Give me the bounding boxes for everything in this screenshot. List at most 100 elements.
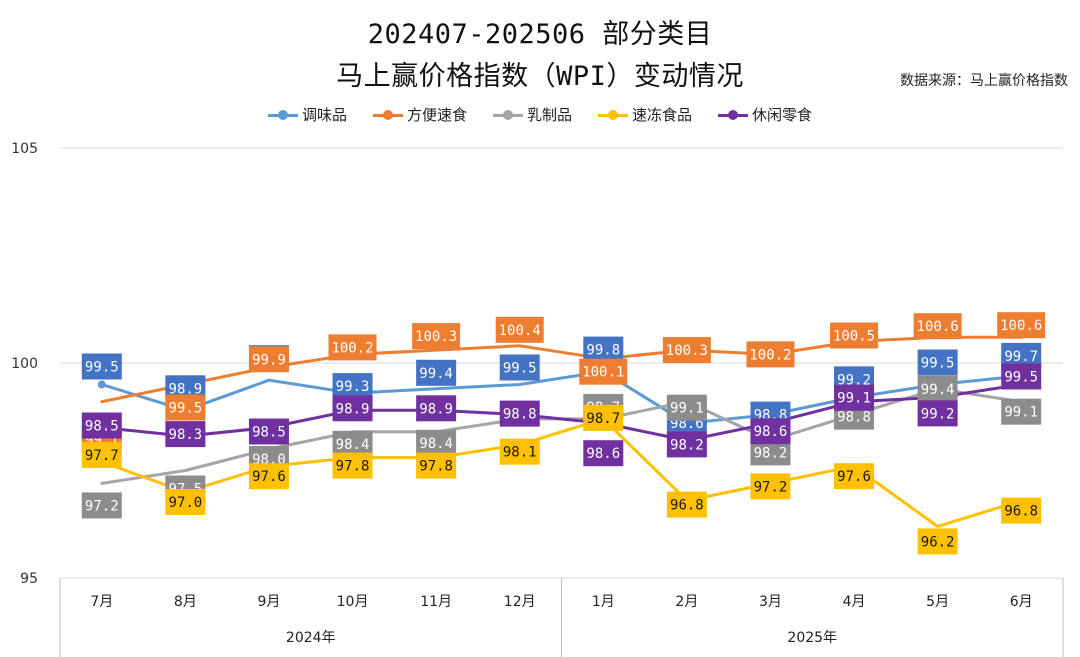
- x-tick-label: 9月: [257, 594, 280, 610]
- data-label: 97.8: [419, 459, 453, 475]
- x-tick-label: 5月: [926, 594, 949, 610]
- data-label: 99.4: [921, 382, 955, 398]
- legend-item: 调味品: [267, 104, 347, 125]
- data-label-box: [416, 429, 457, 456]
- x-tick-label: 8月: [174, 594, 197, 610]
- data-label-box: [248, 346, 289, 373]
- legend-swatch-icon: [718, 109, 749, 121]
- data-label-box: [416, 359, 457, 386]
- data-label: 98.4: [336, 437, 370, 453]
- data-label-box: [248, 418, 289, 445]
- data-label: 98.1: [503, 445, 537, 461]
- data-label-box: [666, 491, 707, 518]
- data-label: 98.2: [670, 437, 704, 453]
- data-label-box: [834, 384, 875, 411]
- legend-label: 休闲零食: [752, 106, 813, 124]
- data-label-box: [662, 337, 711, 364]
- y-tick-label: 100: [11, 356, 38, 372]
- data-label: 98.6: [754, 424, 788, 440]
- x-group-label: 2025年: [787, 630, 837, 646]
- x-tick-label: 3月: [759, 594, 782, 610]
- data-label: 98.5: [85, 419, 119, 435]
- x-tick-label: 7月: [90, 594, 113, 610]
- data-label: 97.0: [169, 495, 203, 511]
- data-label-box: [750, 418, 791, 445]
- data-label: 99.8: [586, 343, 620, 359]
- data-label: 96.2: [921, 534, 955, 550]
- data-label: 99.4: [419, 366, 453, 382]
- data-label-box: [917, 375, 958, 402]
- data-label-box: [332, 395, 373, 422]
- data-label: 98.3: [169, 427, 203, 443]
- data-label-box: [81, 412, 122, 439]
- data-label-box: [416, 395, 457, 422]
- data-label: 99.7: [1004, 349, 1038, 365]
- data-label-box: [165, 421, 206, 448]
- data-label: 97.6: [252, 469, 286, 485]
- legend-item: 乳制品: [492, 104, 572, 125]
- data-label-box: [750, 473, 791, 500]
- data-label-box: [332, 373, 373, 400]
- x-group-label: 2024年: [286, 630, 336, 646]
- x-tick-label: 2月: [675, 594, 698, 610]
- data-label-box: [666, 394, 707, 421]
- data-label: 99.5: [85, 360, 119, 376]
- legend-item: 速冻食品: [598, 104, 692, 125]
- data-label: 97.2: [85, 498, 119, 514]
- data-label: 99.9: [252, 352, 286, 368]
- series-1-marker: [97, 380, 106, 389]
- data-label: 100.2: [749, 347, 791, 363]
- data-label: 99.1: [670, 401, 704, 417]
- data-source-note: 数据来源：马上赢价格指数: [900, 73, 1068, 89]
- data-label: 99.5: [921, 356, 955, 372]
- data-label-box: [917, 349, 958, 376]
- data-label: 98.6: [586, 446, 620, 462]
- legend-swatch-icon: [492, 109, 523, 121]
- data-label: 100.4: [499, 323, 541, 339]
- legend-swatch-icon: [267, 109, 298, 121]
- data-label: 99.2: [921, 406, 955, 422]
- data-label: 97.6: [837, 469, 871, 485]
- data-label-box: [1001, 398, 1042, 425]
- data-label-box: [81, 441, 122, 468]
- data-label: 100.3: [666, 343, 708, 359]
- data-label: 97.2: [754, 479, 788, 495]
- data-label-box: [165, 394, 206, 421]
- data-label: 96.8: [1004, 504, 1038, 520]
- x-tick-label: 6月: [1010, 594, 1033, 610]
- data-label: 99.1: [837, 391, 871, 407]
- data-label-box: [499, 354, 540, 381]
- data-label-box: [81, 353, 122, 380]
- data-label-box: [81, 492, 122, 519]
- data-label: 99.1: [1004, 405, 1038, 421]
- data-label-box: [248, 463, 289, 490]
- data-label: 96.8: [670, 498, 704, 514]
- data-label: 100.1: [582, 365, 624, 381]
- legend-label: 方便速食: [406, 106, 467, 124]
- data-label-box: [495, 316, 544, 343]
- series-line-3: [100, 387, 1023, 485]
- data-label: 98.7: [586, 411, 620, 427]
- data-label: 98.9: [169, 381, 203, 397]
- x-tick-label: 1月: [592, 594, 615, 610]
- legend-label: 调味品: [301, 106, 347, 124]
- x-tick-label: 10月: [337, 594, 369, 610]
- data-label-box: [1001, 497, 1042, 524]
- data-label-box: [913, 313, 962, 340]
- x-tick-label: 4月: [843, 594, 866, 610]
- chart-title-line-1: 202407-202506 部分类目: [367, 19, 713, 50]
- x-tick-label: 11月: [420, 594, 452, 610]
- data-label-box: [583, 336, 624, 363]
- data-label-box: [830, 322, 879, 349]
- legend-label: 速冻食品: [632, 106, 693, 124]
- data-label: 98.2: [754, 445, 788, 461]
- data-label-box: [416, 452, 457, 479]
- legend-label: 乳制品: [526, 106, 572, 124]
- data-label: 98.8: [837, 410, 871, 426]
- legend-swatch-icon: [598, 109, 628, 121]
- y-tick-label: 105: [11, 141, 38, 157]
- data-label-box: [917, 400, 958, 427]
- data-label-box: [666, 431, 707, 458]
- data-label: 98.8: [503, 407, 537, 423]
